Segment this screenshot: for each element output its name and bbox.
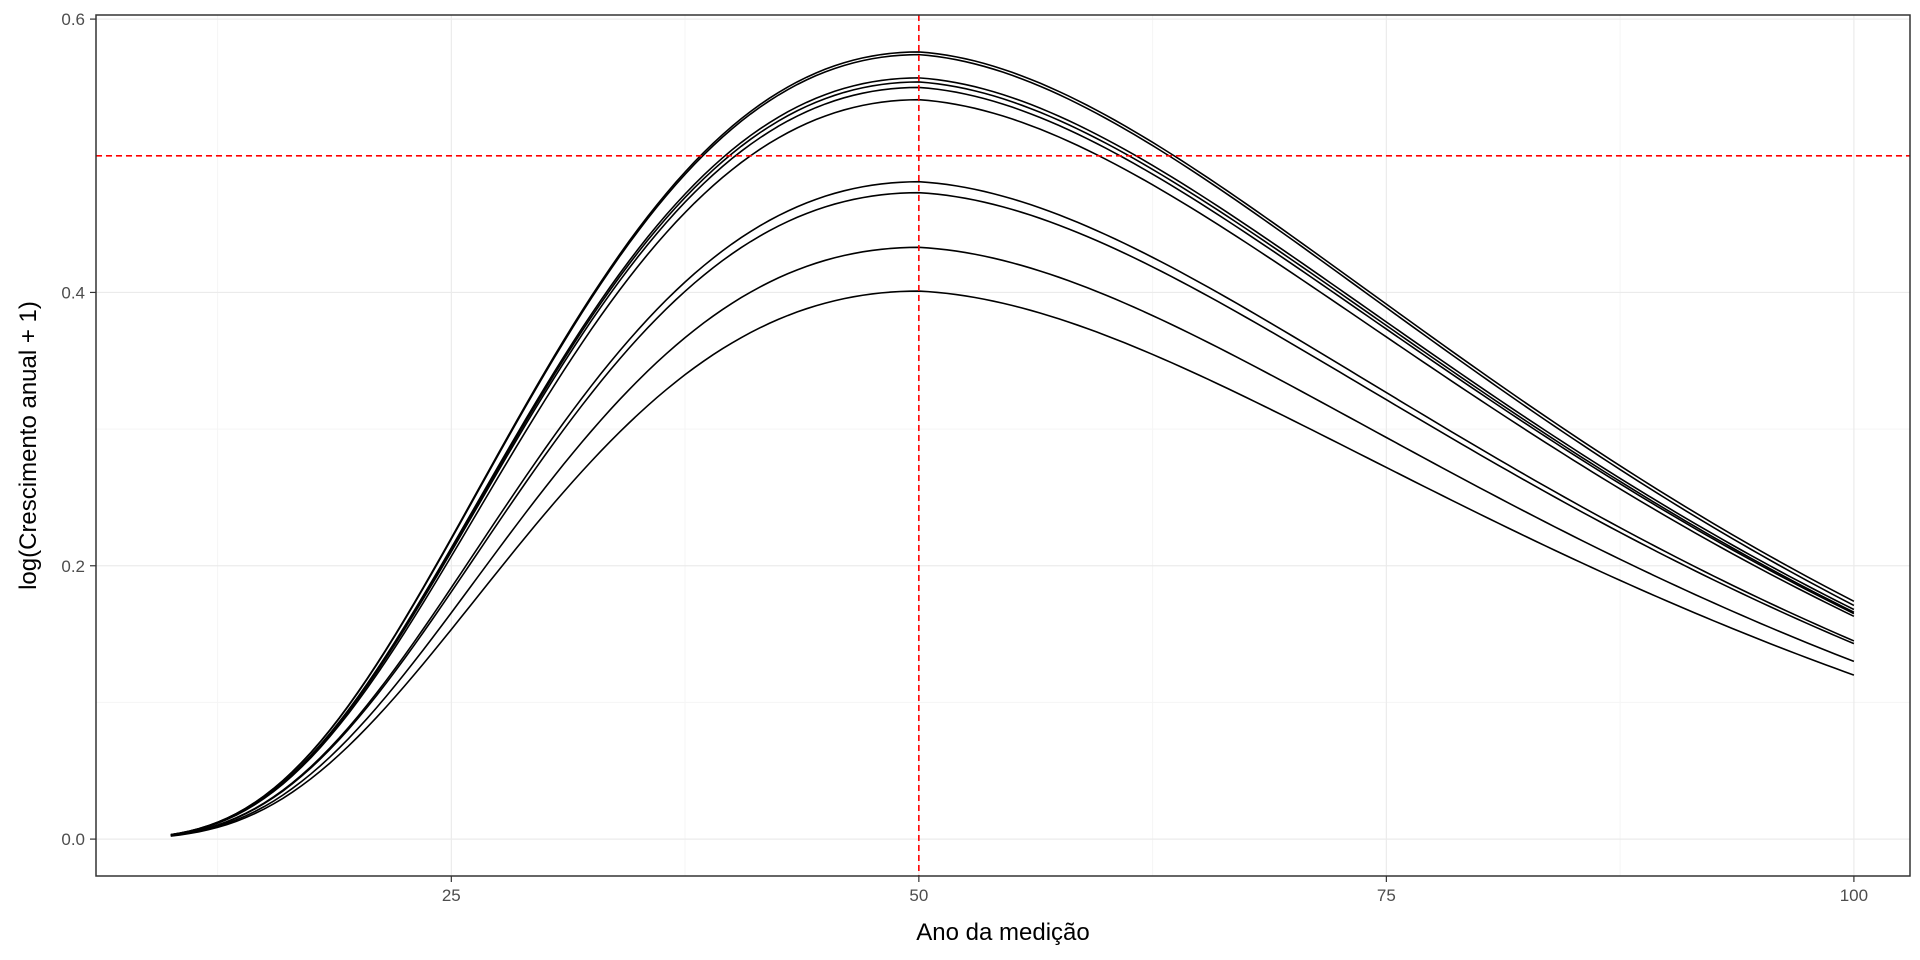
series-lines: [170, 51, 1855, 837]
y-tick-label: 0.4: [61, 283, 85, 302]
major-gridlines: [96, 15, 1910, 876]
series-line-8: [170, 191, 1855, 837]
x-axis-title: Ano da medição: [916, 919, 1089, 946]
x-tick-label: 75: [1377, 886, 1396, 905]
series-line-6: [170, 98, 1855, 836]
x-tick-label: 25: [442, 886, 461, 905]
series-line-5: [170, 86, 1855, 836]
reference-lines: [96, 15, 1910, 876]
y-tick-label: 0.0: [61, 830, 85, 849]
series-line-4: [170, 81, 1855, 836]
panel-border: [95, 14, 1911, 877]
y-axis: 0.0 0.2 0.4 0.6: [61, 10, 96, 849]
y-tick-label: 0.6: [61, 10, 85, 29]
series-line-9: [170, 246, 1855, 837]
y-tick-label: 0.2: [61, 557, 85, 576]
x-tick-label: 50: [909, 886, 928, 905]
series-line-7: [170, 180, 1855, 837]
series-line-10: [170, 290, 1855, 837]
x-tick-label: 100: [1840, 886, 1868, 905]
series-line-2: [170, 53, 1855, 836]
y-axis-title: log(Crescimento anual + 1): [15, 301, 42, 590]
x-axis: 25 50 75 100: [442, 876, 1868, 905]
